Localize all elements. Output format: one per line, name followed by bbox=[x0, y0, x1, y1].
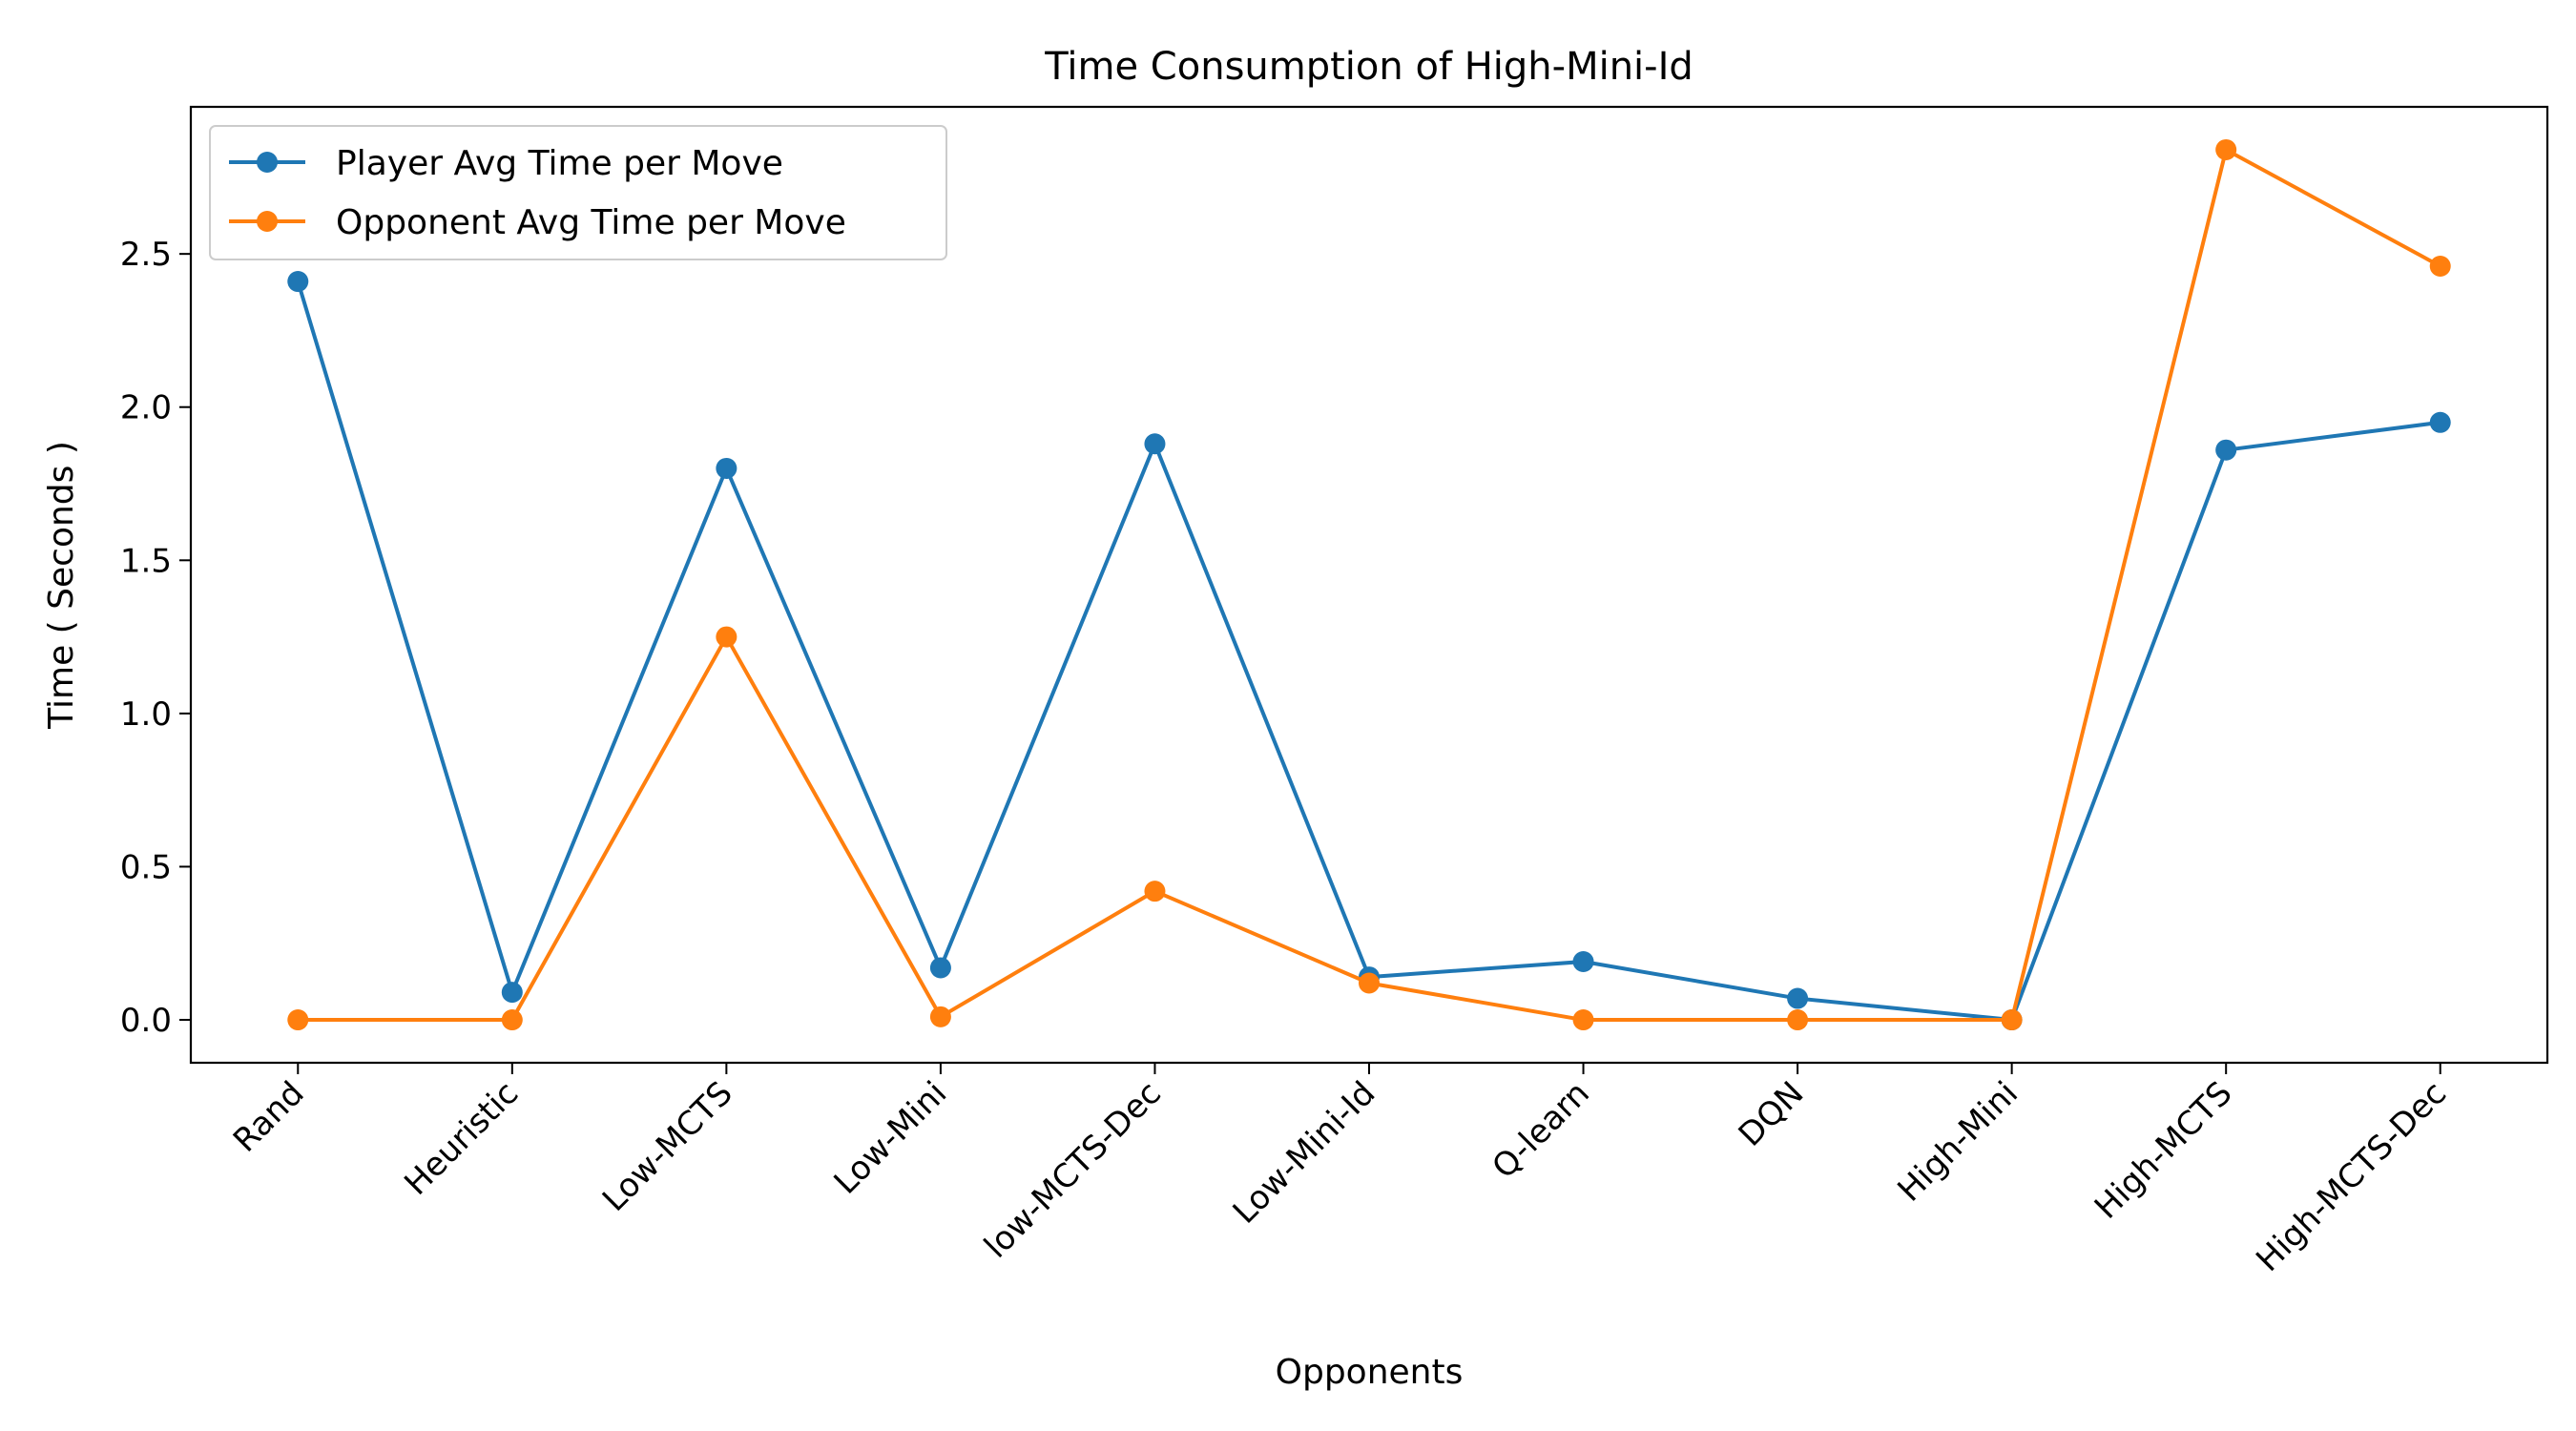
data-point bbox=[716, 457, 737, 479]
data-point bbox=[501, 982, 523, 1004]
data-point bbox=[1359, 972, 1380, 994]
chart-title: Time Consumption of High-Mini-Id bbox=[1044, 45, 1693, 89]
y-axis-label: Time ( Seconds ) bbox=[42, 441, 81, 730]
y-tick-label: 1.5 bbox=[120, 542, 172, 580]
y-tick-label: 2.0 bbox=[120, 389, 172, 427]
legend-label: Player Avg Time per Move bbox=[336, 144, 783, 183]
legend: Player Avg Time per Move Opponent Avg Tim… bbox=[209, 125, 947, 260]
legend-frame bbox=[209, 125, 947, 260]
y-tick-label: 2.5 bbox=[120, 236, 172, 274]
data-point bbox=[2429, 256, 2451, 277]
y-tick-label: 0.0 bbox=[120, 1002, 172, 1040]
x-axis-label: Opponents bbox=[1276, 1353, 1464, 1392]
y-axis: 0.0 0.5 1.0 1.5 2.0 2.5 bbox=[120, 236, 191, 1040]
y-tick-label: 0.5 bbox=[120, 848, 172, 886]
legend-label: Opponent Avg Time per Move bbox=[336, 203, 846, 242]
data-point bbox=[1144, 433, 1166, 455]
data-point bbox=[1144, 881, 1166, 902]
data-point bbox=[501, 1009, 523, 1031]
y-tick-label: 1.0 bbox=[120, 695, 172, 734]
data-point bbox=[1787, 987, 1809, 1009]
data-point bbox=[1572, 951, 1594, 973]
data-point bbox=[929, 1006, 951, 1027]
data-point bbox=[2429, 411, 2451, 433]
legend-marker bbox=[257, 152, 278, 173]
data-point bbox=[1787, 1009, 1809, 1031]
series-2 bbox=[287, 138, 2451, 1031]
data-point bbox=[1572, 1009, 1594, 1031]
data-point bbox=[2001, 1009, 2023, 1031]
data-point bbox=[287, 1009, 309, 1031]
data-point bbox=[929, 957, 951, 979]
legend-marker bbox=[257, 211, 278, 232]
data-point bbox=[2215, 439, 2237, 461]
data-point bbox=[716, 626, 737, 648]
data-point bbox=[2215, 138, 2237, 160]
data-point bbox=[287, 271, 309, 293]
plot-area bbox=[287, 138, 2451, 1031]
